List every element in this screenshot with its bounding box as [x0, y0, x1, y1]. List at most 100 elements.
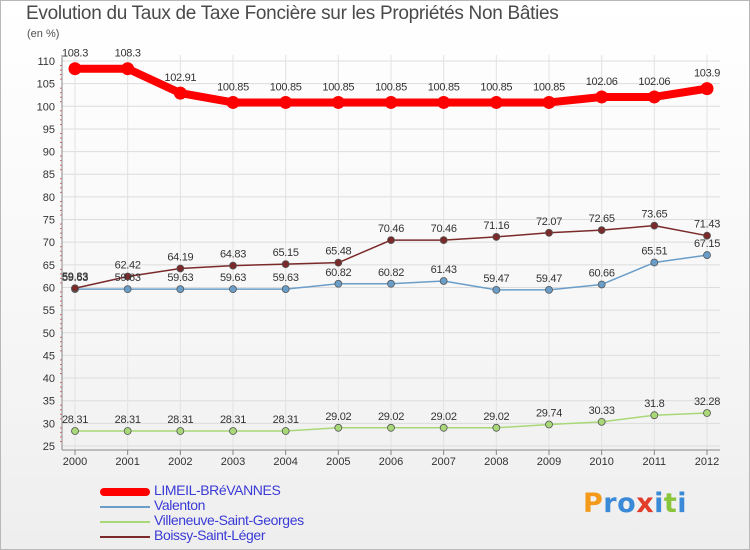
data-point: [334, 279, 343, 288]
data-label: 59.47: [483, 273, 509, 285]
data-label: 31.8: [644, 398, 664, 410]
data-point: [545, 420, 553, 429]
data-label: 60.82: [325, 267, 351, 279]
data-label: 100.85: [375, 81, 407, 93]
data-label: 64.83: [220, 249, 246, 261]
x-tick-label: 2010: [589, 456, 613, 468]
data-point: [439, 277, 448, 285]
x-tick-label: 2008: [484, 456, 508, 468]
x-tick-label: 2003: [221, 456, 245, 468]
chart-title: Evolution du Taux de Taxe Foncière sur l…: [26, 3, 559, 24]
proxiti-logo: Proxiti: [583, 488, 687, 519]
data-point: [700, 82, 714, 96]
data-point: [492, 285, 501, 294]
y-tick-label: 95: [43, 124, 55, 136]
x-tick-label: 2000: [63, 456, 87, 468]
data-point: [650, 411, 659, 420]
data-label: 62.42: [115, 260, 141, 272]
data-point: [597, 280, 606, 289]
data-label: 71.16: [483, 220, 509, 232]
data-label: 100.85: [428, 81, 460, 93]
legend-label: Boissy-Saint-Léger: [154, 527, 266, 543]
x-tick-label: 2009: [537, 456, 561, 468]
data-label: 29.02: [378, 411, 404, 423]
x-tick-label: 2005: [326, 456, 350, 468]
y-tick-label: 40: [43, 373, 55, 385]
legend-swatch: [100, 488, 150, 496]
data-label: 65.15: [273, 247, 299, 259]
y-tick-label: 105: [37, 79, 55, 91]
data-point: [281, 427, 290, 435]
data-point: [123, 272, 132, 281]
data-point: [492, 233, 501, 241]
data-point: [647, 90, 661, 104]
legend-label: Villeneuve-Saint-Georges: [154, 512, 304, 528]
data-label: 108.3: [115, 48, 141, 60]
y-tick-label: 75: [43, 215, 55, 227]
logo-letter: x: [636, 488, 655, 519]
data-label: 64.19: [167, 251, 193, 263]
data-point: [123, 427, 132, 435]
y-tick-label: 90: [43, 147, 55, 159]
data-point: [595, 90, 609, 104]
data-point: [597, 226, 606, 235]
data-label: 28.31: [220, 414, 246, 426]
data-point: [387, 423, 395, 432]
y-tick-label: 80: [43, 192, 55, 204]
data-label: 61.43: [431, 264, 457, 276]
data-point: [703, 231, 711, 240]
data-point: [121, 62, 135, 76]
data-point: [68, 62, 82, 76]
data-label: 32.28: [694, 396, 720, 408]
data-label: 100.85: [270, 81, 302, 93]
data-label: 100.85: [217, 81, 249, 93]
data-label: 59.63: [273, 272, 299, 284]
data-label: 28.31: [167, 414, 193, 426]
data-label: 59.63: [167, 272, 193, 284]
data-point: [176, 285, 185, 294]
data-label: 59.63: [62, 272, 88, 284]
x-tick-label: 2012: [695, 456, 719, 468]
y-tick-label: 65: [43, 260, 55, 272]
data-label: 28.31: [273, 414, 299, 426]
y-tick-label: 35: [43, 396, 55, 408]
gridlines: [62, 55, 720, 450]
data-label: 72.07: [536, 216, 562, 228]
data-label: 59.83: [62, 271, 88, 283]
legend-label: Valenton: [154, 497, 206, 513]
x-tick-label: 2011: [643, 456, 667, 468]
data-label: 100.85: [480, 81, 512, 93]
data-label: 70.46: [431, 223, 457, 235]
data-label: 29.02: [325, 411, 351, 423]
data-point: [387, 236, 395, 244]
data-label: 29.74: [536, 408, 562, 420]
data-point: [281, 285, 290, 294]
data-label: 102.06: [638, 76, 670, 88]
data-label: 73.65: [641, 209, 667, 221]
data-point: [229, 285, 237, 294]
y-axis-unit: (en %): [27, 28, 60, 40]
data-label: 59.47: [536, 273, 562, 285]
data-point: [489, 95, 503, 109]
data-point: [439, 423, 448, 432]
data-point: [176, 264, 185, 273]
data-label: 65.48: [325, 246, 351, 258]
x-tick-label: 2006: [379, 456, 403, 468]
y-tick-label: 70: [43, 237, 55, 249]
data-label: 72.65: [589, 213, 615, 225]
y-tick-label: 25: [43, 441, 55, 453]
data-label: 60.82: [378, 267, 404, 279]
data-label: 108.3: [62, 48, 88, 60]
data-point: [176, 427, 185, 435]
legend-label: LIMEIL-BRéVANNES: [154, 482, 281, 498]
data-point: [650, 258, 659, 267]
data-labels: 108.3 108.3 102.91 100.85 100.85 100.85 100.85…: [62, 48, 721, 426]
data-label: 67.15: [694, 238, 720, 250]
data-point: [334, 258, 343, 267]
series-points: [68, 62, 714, 435]
data-point: [226, 95, 240, 109]
axes: 25 30 35 40 45 50 55 60 65 70 75 80 85 90 95 100 105 110 2…: [37, 55, 720, 468]
data-point: [703, 409, 711, 417]
data-label: 103.9: [694, 68, 720, 80]
logo-letter: t: [663, 488, 678, 519]
